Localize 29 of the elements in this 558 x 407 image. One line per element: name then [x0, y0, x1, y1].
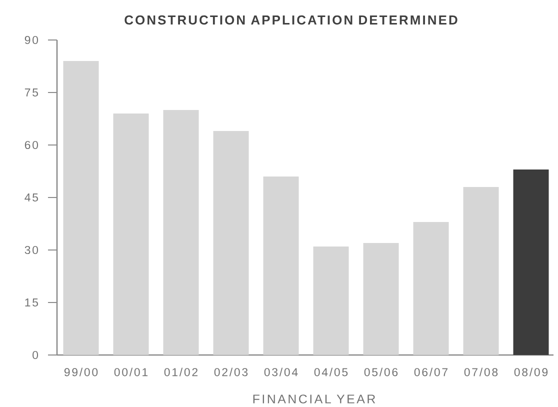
bar — [363, 243, 399, 355]
bar — [213, 131, 249, 355]
x-tick-label: 01/02 — [164, 368, 198, 376]
x-tick-label: 03/04 — [264, 368, 298, 376]
y-tick-label: 30 — [24, 246, 38, 254]
bar — [113, 114, 149, 355]
chart-title: CONSTRUCTION APPLICATION DETERMINED — [124, 15, 458, 25]
bar — [413, 222, 449, 355]
y-tick-label: 90 — [24, 36, 38, 44]
x-tick-label: 99/00 — [64, 368, 98, 376]
bar — [463, 187, 499, 355]
bar — [513, 170, 549, 355]
x-tick-label: 00/01 — [114, 368, 148, 376]
bar — [63, 61, 99, 355]
x-tick-label: 02/03 — [214, 368, 248, 376]
bar — [263, 176, 299, 355]
y-tick-label: 15 — [25, 298, 38, 306]
x-tick-label: 05/06 — [364, 368, 398, 376]
x-axis-title: FINANCIAL YEAR — [253, 394, 376, 404]
y-tick-label: 45 — [24, 194, 38, 202]
x-tick-label: 07/08 — [464, 368, 498, 376]
y-tick-label: 0 — [32, 350, 38, 360]
bar — [163, 110, 199, 355]
y-tick-label: 60 — [24, 140, 38, 150]
bar — [313, 246, 349, 355]
x-tick-label: 08/09 — [514, 368, 548, 376]
x-tick-label: 06/07 — [414, 368, 448, 376]
y-tick-label: 75 — [24, 88, 38, 96]
x-tick-label: 04/05 — [314, 368, 348, 376]
